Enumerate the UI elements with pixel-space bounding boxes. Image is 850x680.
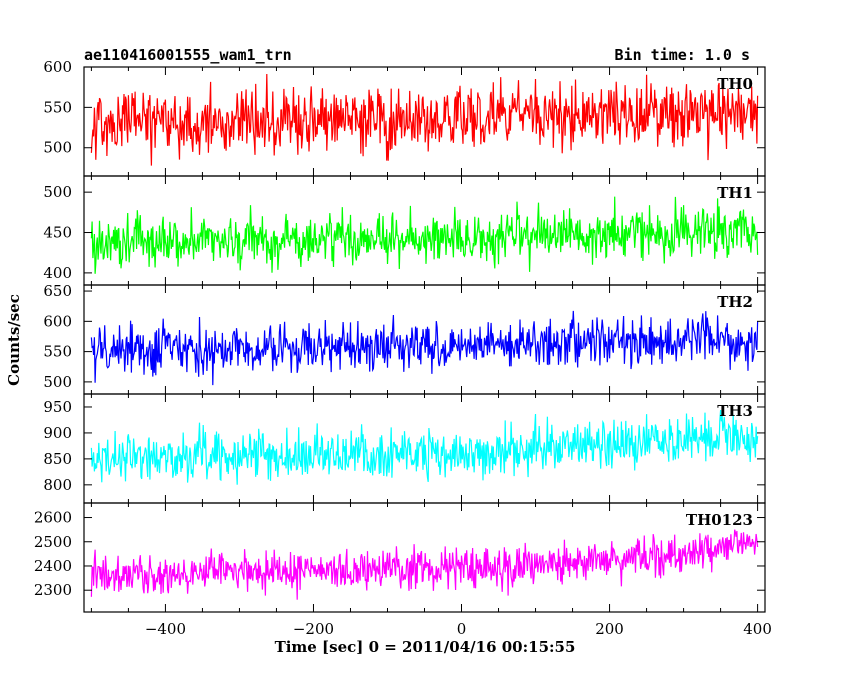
y-tick-label: 2600 [34, 509, 72, 527]
x-tick-label: −200 [293, 620, 334, 638]
bin-time-label: Bin time: 1.0 s [614, 46, 750, 64]
y-tick-label: 600 [43, 58, 72, 76]
series-th0 [90, 73, 759, 166]
y-tick-label: 450 [43, 224, 72, 242]
y-tick-label: 550 [43, 343, 72, 361]
x-tick-label: 0 [457, 620, 467, 638]
panel-th0123: 2300 2400 2500 2600 TH0123 [34, 502, 766, 613]
y-tick-label: 2500 [34, 533, 72, 551]
panel-label: TH3 [717, 402, 753, 420]
series-th2 [90, 310, 759, 386]
panels: 500 550 600 TH0 400 450 500 TH1 500 550 600 650 TH2 8… [34, 58, 772, 638]
y-tick-label: 2400 [34, 557, 72, 575]
y-tick-label: 600 [43, 312, 72, 330]
plot-title: ae110416001555_wam1_trn [84, 46, 292, 64]
panel-th3: 800 850 900 950 TH3 [43, 393, 766, 504]
y-tick-label: 900 [43, 424, 72, 442]
panel-th1: 400 450 500 TH1 [43, 175, 766, 286]
series-th3 [90, 409, 759, 485]
panel-label: TH0 [717, 75, 753, 93]
y-tick-label: 500 [43, 139, 72, 157]
x-axis-label: Time [sec] 0 = 2011/04/16 00:15:55 [274, 638, 576, 656]
panel-label: TH2 [717, 293, 753, 311]
panel-th2: 500 550 600 650 TH2 [43, 282, 766, 395]
y-axis-label: Counts/sec [5, 294, 23, 386]
y-tick-label: 500 [43, 373, 72, 391]
y-tick-label: 2300 [34, 581, 72, 599]
series-th1 [90, 196, 759, 274]
x-tick-label: −400 [145, 620, 186, 638]
panel-label: TH0123 [686, 511, 753, 529]
y-tick-label: 800 [43, 476, 72, 494]
y-tick-label: 950 [43, 398, 72, 416]
y-tick-label: 550 [43, 98, 72, 116]
y-tick-label: 850 [43, 450, 72, 468]
x-tick-label: 400 [743, 620, 772, 638]
y-tick-label: 400 [43, 264, 72, 282]
x-tick-label: 200 [595, 620, 624, 638]
y-tick-label: 650 [43, 282, 72, 300]
y-tick-label: 500 [43, 183, 72, 201]
series-th0123 [90, 529, 759, 600]
panel-th0: 500 550 600 TH0 [43, 58, 766, 177]
panel-label: TH1 [717, 184, 753, 202]
